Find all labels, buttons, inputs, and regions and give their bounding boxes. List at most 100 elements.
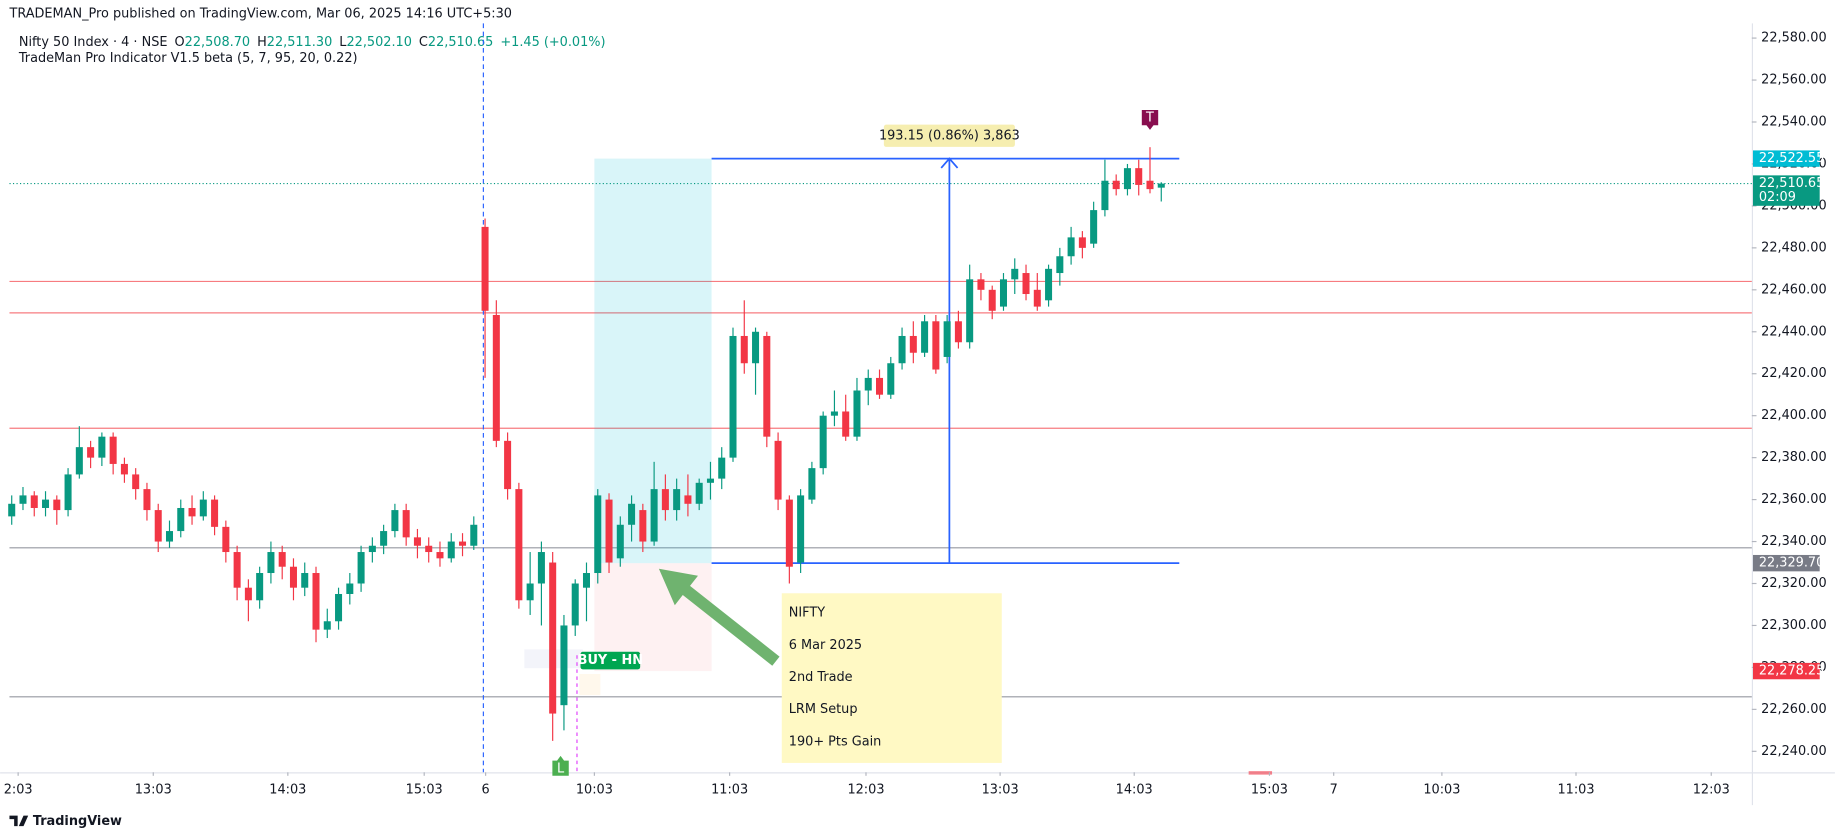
candle-body bbox=[109, 436, 117, 464]
candle-body bbox=[64, 474, 72, 511]
time-marker bbox=[1248, 771, 1273, 775]
y-tick-label: 22,360.00 bbox=[1761, 492, 1826, 507]
candle-body bbox=[87, 447, 95, 458]
candle-body bbox=[75, 447, 83, 475]
candle-body bbox=[492, 314, 500, 441]
candle-body bbox=[154, 510, 162, 542]
y-tick-label: 22,580.00 bbox=[1761, 31, 1826, 46]
candle-body bbox=[425, 545, 433, 553]
candle-body bbox=[380, 531, 388, 546]
candle-body bbox=[19, 495, 27, 504]
candle-body bbox=[1033, 289, 1041, 307]
candle-body bbox=[188, 507, 196, 517]
x-tick-label: 12:03 bbox=[1693, 782, 1730, 797]
candle-body bbox=[301, 573, 309, 588]
candle-body bbox=[1090, 210, 1098, 244]
x-tick-label: 14:03 bbox=[269, 782, 306, 797]
candle-body bbox=[706, 478, 714, 483]
ohlc-value: 22,508.70 bbox=[185, 35, 250, 50]
candle-body bbox=[921, 321, 929, 353]
publisher: TRADEMAN_Pro published on TradingView.co… bbox=[8, 7, 512, 22]
candle-body bbox=[785, 499, 793, 567]
buy-label-box bbox=[580, 651, 641, 670]
candle-body bbox=[571, 583, 579, 626]
top-marker-label: T bbox=[1145, 111, 1154, 126]
candle-body bbox=[537, 552, 545, 584]
candle-body bbox=[1056, 256, 1064, 274]
candle-body bbox=[763, 335, 771, 437]
candle-body bbox=[684, 495, 692, 504]
buy-label: BUY - HN bbox=[578, 653, 643, 668]
x-tick-label: 10:03 bbox=[576, 782, 613, 797]
candle-body bbox=[413, 537, 421, 546]
candle-body bbox=[312, 573, 320, 630]
x-tick-label: 6 bbox=[482, 782, 490, 797]
y-tick-label: 22,300.00 bbox=[1761, 618, 1826, 633]
price-tag-sublabel: 02:09 bbox=[1759, 190, 1796, 205]
candle-body bbox=[628, 503, 636, 525]
top-marker bbox=[1141, 109, 1159, 130]
candle-body bbox=[639, 510, 647, 542]
price-tag bbox=[1752, 662, 1820, 680]
y-tick-label: 22,560.00 bbox=[1761, 73, 1826, 88]
candle-body bbox=[132, 474, 140, 490]
candle-body bbox=[289, 566, 297, 588]
ohlc-key: H bbox=[257, 35, 267, 50]
y-tick-label: 22,240.00 bbox=[1761, 744, 1826, 759]
candle-body bbox=[1011, 268, 1019, 280]
annotation-line: 190+ Pts Gain bbox=[789, 734, 882, 749]
candle-body bbox=[887, 363, 895, 395]
candle-body bbox=[278, 552, 286, 567]
candle-body bbox=[673, 489, 681, 511]
annotation-line: 6 Mar 2025 bbox=[789, 638, 862, 653]
candle-body bbox=[8, 503, 16, 517]
y-tick-label: 22,480.00 bbox=[1761, 240, 1826, 255]
candle-body bbox=[515, 489, 523, 601]
x-tick-label: 15:03 bbox=[406, 782, 443, 797]
candle-body bbox=[120, 463, 128, 475]
annotation-line: NIFTY bbox=[789, 606, 825, 621]
ohlc-value: 22,511.30 bbox=[267, 35, 332, 50]
candle-body bbox=[447, 541, 455, 559]
candle-body bbox=[898, 335, 906, 364]
price-tag bbox=[1752, 175, 1820, 206]
ohlc-key: L bbox=[339, 35, 347, 50]
candle-body bbox=[797, 495, 805, 563]
candle-body bbox=[402, 510, 410, 538]
x-tick-label: 12:03 bbox=[847, 782, 884, 797]
candle-body bbox=[650, 489, 658, 542]
x-tick-label: 14:03 bbox=[1116, 782, 1153, 797]
candle-body bbox=[30, 495, 38, 508]
candle-body bbox=[864, 377, 872, 391]
x-tick-label: 11:03 bbox=[711, 782, 748, 797]
y-tick-label: 22,260.00 bbox=[1761, 702, 1826, 717]
candle-body bbox=[1067, 237, 1075, 257]
x-tick-label: 15:03 bbox=[1251, 782, 1288, 797]
footer-brand: TradingView bbox=[33, 814, 122, 829]
candle-body bbox=[661, 489, 669, 511]
candle-body bbox=[605, 499, 613, 563]
candle-body bbox=[819, 415, 827, 469]
candle-body bbox=[932, 321, 940, 370]
symbol: Nifty 50 Index · 4 · NSE bbox=[19, 35, 168, 50]
x-tick-label: 11:03 bbox=[1557, 782, 1594, 797]
candle-body bbox=[582, 573, 591, 588]
candle-body bbox=[1022, 273, 1030, 295]
candle-body bbox=[988, 289, 996, 311]
candle-body bbox=[830, 411, 838, 416]
entry-box bbox=[579, 674, 601, 696]
annotation-box bbox=[781, 593, 1002, 763]
candle-body bbox=[470, 524, 478, 546]
candle-body bbox=[999, 279, 1007, 307]
price-tag bbox=[1752, 150, 1820, 167]
measure-arrow-head bbox=[940, 157, 959, 169]
candle-body bbox=[222, 526, 230, 553]
candle-body bbox=[177, 507, 185, 532]
candle-body bbox=[1146, 180, 1154, 190]
candle-body bbox=[504, 440, 512, 490]
candle-body bbox=[436, 552, 444, 559]
logo bbox=[9, 815, 29, 827]
ohlc-key: C bbox=[419, 35, 428, 50]
y-tick-label: 22,320.00 bbox=[1761, 576, 1826, 591]
candle-body bbox=[267, 552, 275, 574]
